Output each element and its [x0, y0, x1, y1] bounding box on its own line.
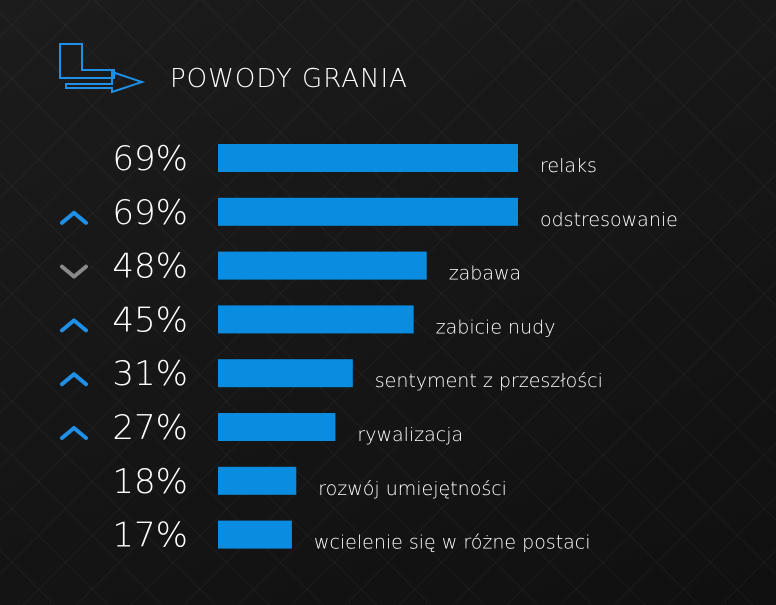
up-chevron-icon [60, 426, 88, 440]
bar [218, 144, 518, 172]
bar [218, 413, 336, 441]
up-chevron-icon [60, 210, 88, 225]
value-label: 69% [112, 193, 188, 233]
category-label: zabawa [449, 263, 522, 285]
down-chevron-icon [60, 264, 88, 279]
category-label: rozwój umiejętności [318, 478, 507, 500]
bar [218, 305, 414, 334]
category-label: rywalizacja [357, 424, 463, 446]
bar [218, 520, 292, 549]
up-chevron-icon [60, 372, 88, 387]
category-label: zabicie nudy [436, 316, 556, 338]
value-label: 27% [112, 408, 188, 448]
value-label: 45% [112, 300, 188, 340]
bar [218, 359, 353, 388]
value-label: 69% [112, 139, 188, 179]
category-label: odstresowanie [540, 209, 678, 231]
category-label: wcielenie się w różne postaci [314, 532, 591, 554]
up-chevron-icon [60, 318, 88, 333]
value-label: 31% [112, 354, 188, 394]
arrow-logo-icon [59, 43, 146, 94]
category-label: sentyment z przeszłości [375, 370, 603, 392]
value-label: 48% [112, 247, 188, 287]
bar [218, 197, 518, 226]
value-label: 17% [112, 516, 188, 556]
bar [218, 251, 427, 280]
bar [218, 466, 297, 495]
value-label: 18% [112, 462, 188, 502]
category-label: relaks [540, 155, 597, 177]
chart-title: POWODY GRANIA [170, 64, 408, 94]
